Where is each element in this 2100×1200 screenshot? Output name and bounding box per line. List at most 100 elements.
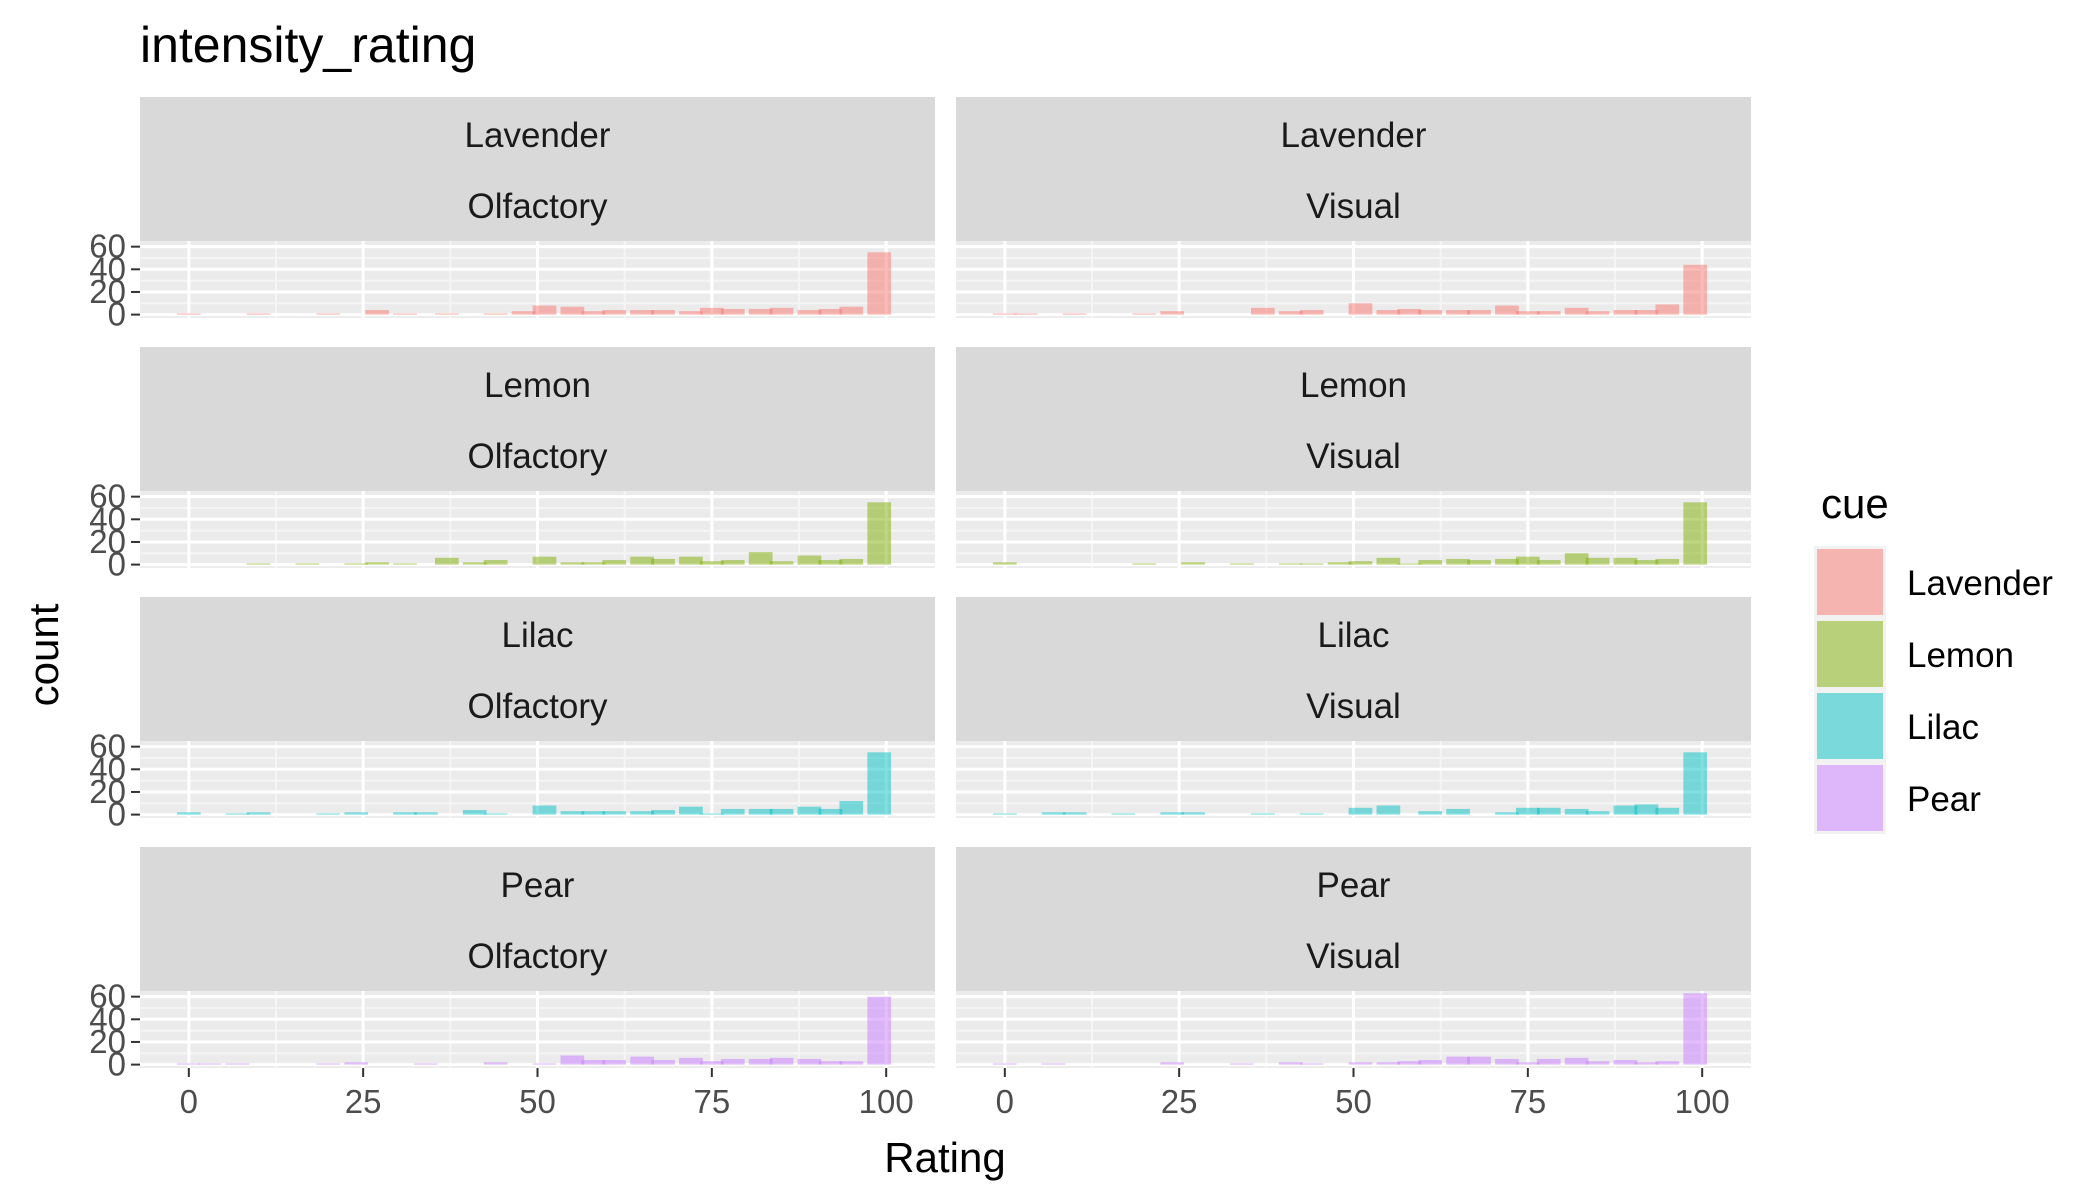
histogram-bar: [1041, 812, 1066, 815]
histogram-bar: [532, 305, 557, 315]
histogram-bar: [1655, 304, 1680, 315]
histogram-bar: [225, 1063, 250, 1065]
histogram-bar: [1683, 502, 1708, 565]
histogram-bar: [1132, 313, 1157, 315]
histogram-bar: [1634, 1062, 1659, 1065]
facet-strip: [140, 347, 935, 491]
y-tick-label: 0: [108, 546, 126, 583]
histogram-bar: [818, 308, 843, 315]
histogram-bar: [1132, 563, 1157, 565]
histogram-bar: [699, 307, 724, 315]
legend-swatch: [1817, 693, 1883, 759]
strip-label-cue: Lilac: [1318, 616, 1390, 655]
histogram-bar: [1467, 560, 1491, 565]
histogram-bar: [1250, 813, 1275, 815]
strip-label-modality: Olfactory: [467, 187, 608, 226]
y-tick-label: 20: [89, 273, 126, 310]
histogram-bar: [1348, 303, 1373, 315]
histogram-bar: [483, 1062, 508, 1065]
histogram-bar: [434, 557, 459, 565]
legend-label: Lemon: [1907, 636, 2014, 675]
y-tick-label: 40: [89, 250, 126, 287]
histogram-bar: [992, 813, 1017, 815]
histogram-bar: [532, 1063, 557, 1065]
histogram-bar: [560, 1055, 585, 1065]
histogram-bar: [1418, 811, 1443, 815]
strip-label-modality: Visual: [1306, 937, 1401, 976]
histogram-bar: [581, 1060, 606, 1065]
histogram-bar: [1655, 558, 1680, 565]
histogram-bar: [699, 1061, 724, 1065]
histogram-bar: [797, 806, 822, 815]
histogram-bar: [1418, 1060, 1443, 1065]
histogram-bar: [1348, 561, 1373, 565]
y-tick-label: 20: [89, 523, 126, 560]
legend-label: Pear: [1907, 780, 1981, 819]
histogram-bar: [1515, 556, 1540, 565]
histogram-bar: [581, 811, 606, 815]
histogram-bar: [1250, 307, 1275, 315]
x-tick-label: 50: [1335, 1083, 1372, 1120]
histogram-bar: [176, 812, 201, 815]
histogram-bar: [1564, 553, 1589, 565]
histogram-bar: [797, 555, 822, 565]
histogram-bar: [818, 808, 843, 815]
histogram-bar: [365, 562, 389, 565]
histogram-bar: [1299, 813, 1324, 815]
y-tick-label: 60: [89, 728, 126, 765]
histogram-bar: [1299, 1063, 1324, 1065]
histogram-bar: [818, 1061, 843, 1065]
histogram-bar: [1376, 310, 1401, 315]
histogram-bar: [511, 311, 536, 315]
histogram-bar: [1181, 812, 1205, 815]
histogram-bar: [1515, 807, 1540, 815]
histogram-bar: [316, 813, 341, 815]
histogram-bar: [1181, 562, 1205, 565]
y-tick-label: 40: [89, 1000, 126, 1037]
legend-swatch: [1817, 765, 1883, 831]
histogram-bar: [867, 252, 892, 315]
strip-label-cue: Lavender: [465, 116, 611, 155]
histogram-bar: [225, 813, 250, 815]
histogram-bar: [414, 1063, 438, 1065]
facet-panel: Lavender Visual: [956, 97, 1751, 318]
y-axis-title: count: [20, 603, 67, 706]
histogram-bar: [602, 811, 627, 815]
histogram-bar: [393, 812, 417, 815]
facet-panel: Lemon Visual: [956, 347, 1751, 568]
x-tick-label: 100: [1675, 1083, 1730, 1120]
histogram-bar: [1564, 1057, 1589, 1065]
strip-label-cue: Lemon: [1300, 366, 1407, 405]
chart-title: intensity_rating: [140, 17, 476, 73]
strip-label-cue: Lilac: [502, 616, 574, 655]
histogram-bar: [246, 313, 271, 315]
x-axis-title: Rating: [884, 1134, 1005, 1181]
histogram-bar: [393, 313, 417, 315]
histogram-bar: [1397, 1061, 1422, 1065]
histogram-bar: [1536, 1058, 1561, 1065]
facet-panel: Lilac Visual: [956, 597, 1751, 818]
histogram-bar: [1376, 1062, 1401, 1065]
histogram-bar: [483, 560, 508, 565]
histogram-bar: [748, 1058, 773, 1065]
histogram-bar: [1564, 307, 1589, 315]
histogram-bar: [1683, 993, 1708, 1065]
histogram-bar: [1467, 1056, 1491, 1065]
histogram-bar: [839, 801, 864, 815]
histogram-bar: [483, 313, 508, 315]
histogram-bar: [1536, 560, 1561, 565]
histogram-bar: [1655, 1061, 1680, 1065]
histogram-bar: [434, 313, 459, 315]
histogram-bar: [1585, 557, 1610, 565]
histogram-bar: [1634, 310, 1659, 315]
strip-label-modality: Visual: [1306, 437, 1401, 476]
histogram-bar: [1495, 305, 1519, 315]
x-tick-label: 0: [996, 1083, 1014, 1120]
strip-label-modality: Olfactory: [467, 437, 608, 476]
y-tick-label: 40: [89, 500, 126, 537]
histogram-bar: [1041, 1063, 1066, 1065]
histogram-bar: [1299, 563, 1324, 565]
histogram-bar: [1327, 562, 1352, 565]
